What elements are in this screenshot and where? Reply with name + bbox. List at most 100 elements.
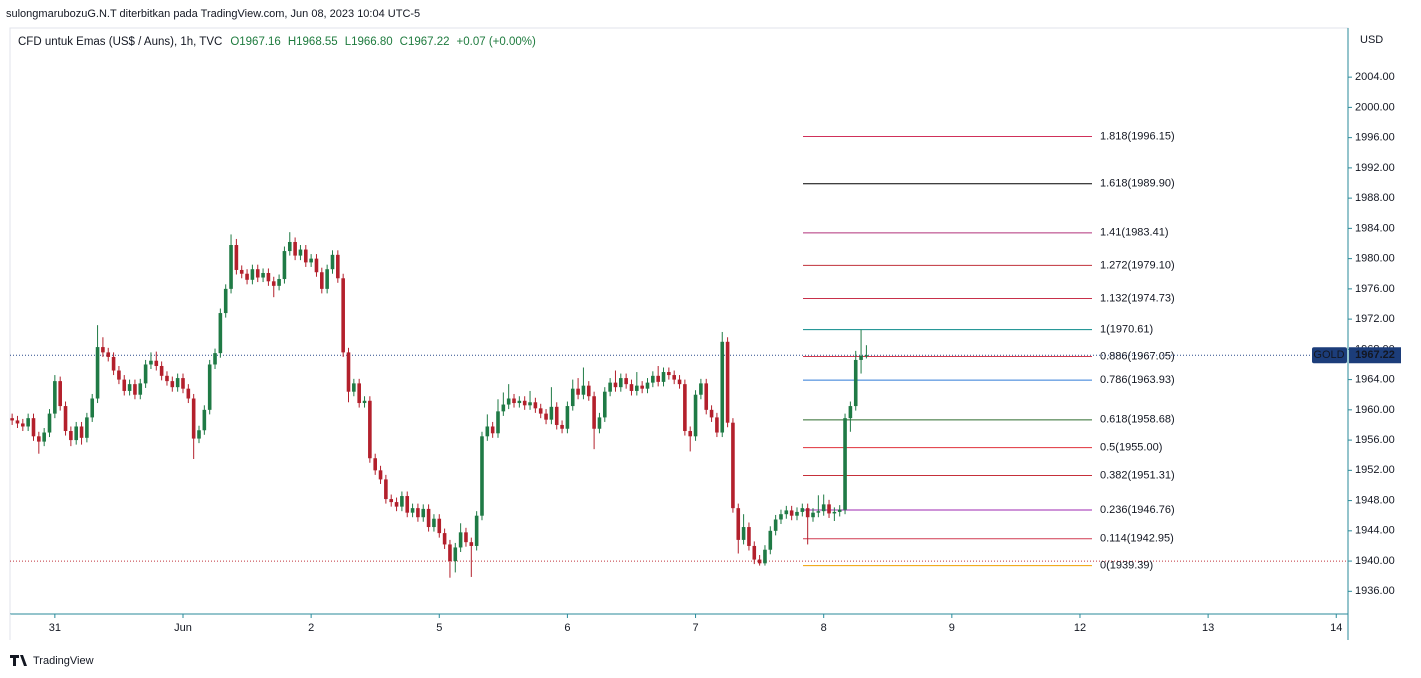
candle-body <box>453 547 458 562</box>
candle-body <box>186 388 191 399</box>
y-tick-label: 1956.00 <box>1355 434 1395 446</box>
candle-body <box>58 381 62 407</box>
candle-body <box>821 504 826 512</box>
candle-body <box>549 406 554 420</box>
candle-body <box>90 398 95 418</box>
currency-label: USD <box>1360 34 1383 46</box>
publisher-line: sulongmarubozuG.N.T diterbitkan pada Tra… <box>6 8 420 20</box>
candle-body <box>111 356 116 371</box>
candle-body <box>704 383 709 410</box>
candle-body <box>133 384 137 395</box>
candle-body <box>560 424 564 429</box>
candle-body <box>442 533 447 545</box>
candle-body <box>170 381 175 388</box>
candle-body <box>223 288 228 314</box>
candle-body <box>533 402 538 409</box>
fib-label: 1(1970.61) <box>1100 324 1153 336</box>
candle-body <box>101 347 105 353</box>
candle-body <box>410 508 415 513</box>
candle-body <box>298 249 303 256</box>
candle-body <box>293 241 297 256</box>
candle-body <box>506 398 511 405</box>
candle-body <box>159 365 164 376</box>
candle-body <box>191 398 196 439</box>
candle-body <box>309 258 313 263</box>
candle-body <box>672 375 676 380</box>
candle-body <box>592 396 596 429</box>
candle-body <box>768 530 773 550</box>
candle-body <box>165 375 169 382</box>
candle-body <box>859 355 863 360</box>
candle-body <box>79 426 84 438</box>
candle-body <box>378 470 383 480</box>
candle-body <box>373 458 378 471</box>
candle-body <box>31 418 36 437</box>
candle-body <box>613 382 618 388</box>
candle-body <box>720 341 725 433</box>
brand-name: TradingView <box>33 655 94 667</box>
candle-body <box>544 413 548 420</box>
fib-label: 0.114(1942.95) <box>1100 533 1174 545</box>
y-tick-label: 1992.00 <box>1355 162 1395 174</box>
fib-label: 1.818(1996.15) <box>1100 130 1175 142</box>
candle-body <box>357 383 361 404</box>
candle-body <box>448 544 452 562</box>
y-tick-label: 2000.00 <box>1355 101 1395 113</box>
candle-body <box>522 400 527 406</box>
candle-body <box>805 508 810 518</box>
candle-body <box>832 511 837 514</box>
candle-body <box>517 400 522 404</box>
y-tick-label: 1936.00 <box>1355 585 1395 597</box>
chart-title: CFD untuk Emas (US$ / Auns), 1h, TVC <box>18 36 222 48</box>
x-tick-label: 8 <box>821 622 827 634</box>
candle-body <box>741 527 746 540</box>
candle-body <box>138 383 143 395</box>
candle-body <box>747 527 751 546</box>
candle-body <box>154 360 159 366</box>
candle-body <box>106 352 111 357</box>
candle-body <box>725 341 730 423</box>
candle-body <box>864 355 869 357</box>
y-tick-label: 1952.00 <box>1355 464 1395 476</box>
candle-body <box>218 313 223 354</box>
candle-body <box>715 417 719 433</box>
candle-body <box>458 532 463 548</box>
candle-body <box>586 385 591 397</box>
candle-body <box>175 378 180 388</box>
candle-body <box>127 384 132 391</box>
candle-body <box>15 420 20 424</box>
symbol-tag <box>1312 347 1347 364</box>
candle-body <box>85 417 89 438</box>
candle-body <box>245 273 249 280</box>
candle-body <box>314 258 319 273</box>
candle-body <box>320 272 324 289</box>
candle-body <box>474 515 479 546</box>
candle-body <box>352 383 356 392</box>
candle-body <box>661 372 666 382</box>
candle-body <box>731 422 735 509</box>
fib-label: 0.618(1958.68) <box>1100 414 1175 426</box>
y-tick-label: 1988.00 <box>1355 192 1395 204</box>
candle-body <box>624 378 628 385</box>
candle-body <box>565 406 570 429</box>
candle-body <box>635 385 639 391</box>
candle-body <box>207 364 212 410</box>
candle-body <box>576 388 580 395</box>
candle-body <box>405 496 410 513</box>
candle-body <box>26 418 30 427</box>
legend-value: O1967.16 <box>230 36 281 48</box>
legend-value: L1966.80 <box>345 36 393 48</box>
candle-body <box>416 508 420 518</box>
y-tick-label: 1984.00 <box>1355 222 1395 234</box>
candle-body <box>736 508 741 540</box>
fib-label: 0.886(1967.05) <box>1100 350 1175 362</box>
candle-body <box>752 545 757 560</box>
fib-label: 1.132(1974.73) <box>1100 292 1175 304</box>
candle-body <box>266 272 271 282</box>
candle-body <box>213 353 217 365</box>
candle-body <box>277 279 281 286</box>
candle-body <box>709 409 714 418</box>
y-tick-label: 1948.00 <box>1355 494 1395 506</box>
candle-body <box>757 559 762 564</box>
